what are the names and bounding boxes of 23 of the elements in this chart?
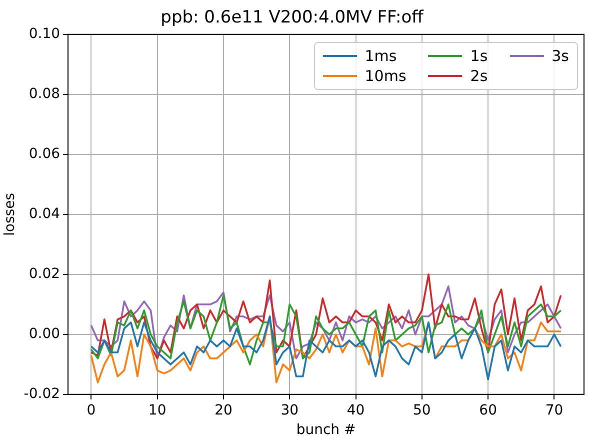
- x-tick-label: 60: [479, 402, 497, 418]
- y-tick-label: 0.00: [28, 326, 60, 342]
- y-tick-label: 0.06: [28, 146, 60, 162]
- y-tick-label: 0.08: [28, 86, 60, 102]
- x-tick-label: 70: [545, 402, 564, 418]
- x-tick-label: 50: [413, 402, 431, 418]
- legend-label: 10ms: [364, 67, 406, 85]
- legend-label: 1ms: [364, 47, 397, 65]
- x-axis-title: bunch #: [296, 422, 356, 438]
- y-tick-label: 0.10: [28, 26, 60, 42]
- legend-label: 1s: [470, 47, 488, 65]
- legend-label: 2s: [470, 67, 488, 85]
- legend-label: 3s: [552, 47, 569, 65]
- x-tick-label: 20: [214, 402, 232, 418]
- y-tick-label: -0.02: [24, 386, 60, 402]
- chart-title: ppb: 0.6e11 V200:4.0MV FF:off: [160, 8, 425, 28]
- x-tick-label: 40: [346, 402, 365, 418]
- x-tick-label: 30: [280, 402, 299, 418]
- y-tick-label: 0.04: [28, 206, 60, 222]
- y-axis-title: losses: [2, 192, 18, 236]
- x-tick-label: 0: [86, 402, 96, 418]
- x-tick-label: 10: [148, 402, 166, 418]
- y-tick-label: 0.02: [28, 266, 60, 282]
